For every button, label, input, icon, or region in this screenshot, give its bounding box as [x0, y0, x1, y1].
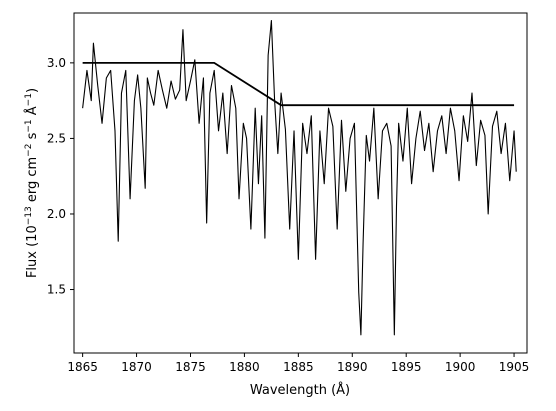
x-tick-label: 1880	[229, 360, 260, 374]
x-tick-label: 1865	[67, 360, 98, 374]
y-tick-label: 2.0	[47, 207, 66, 221]
continuum-line	[82, 61, 515, 107]
axes-frame	[73, 12, 528, 354]
x-tick-label: 1890	[337, 360, 368, 374]
spectrum-line	[82, 20, 517, 336]
plot-area	[82, 20, 517, 336]
x-tick-label: 1895	[391, 360, 422, 374]
x-axis-ticks: 1865 1870 1875 1880 1885 1890 1895 1900 1905	[67, 353, 529, 374]
x-tick-label: 1905	[499, 360, 530, 374]
y-tick-label: 3.0	[47, 56, 66, 70]
y-tick-label: 1.5	[47, 283, 66, 297]
y-tick-label: 2.5	[47, 131, 66, 145]
y-axis-ticks: 1.5 2.0 2.5 3.0	[47, 56, 74, 297]
x-tick-label: 1900	[445, 360, 476, 374]
x-axis-label: Wavelength (Å)	[250, 382, 350, 398]
x-tick-label: 1885	[283, 360, 314, 374]
y-axis-label: Flux (10−13 erg cm−2 s−1 Å−1)	[24, 88, 40, 278]
x-tick-label: 1875	[175, 360, 206, 374]
x-tick-label: 1870	[121, 360, 152, 374]
